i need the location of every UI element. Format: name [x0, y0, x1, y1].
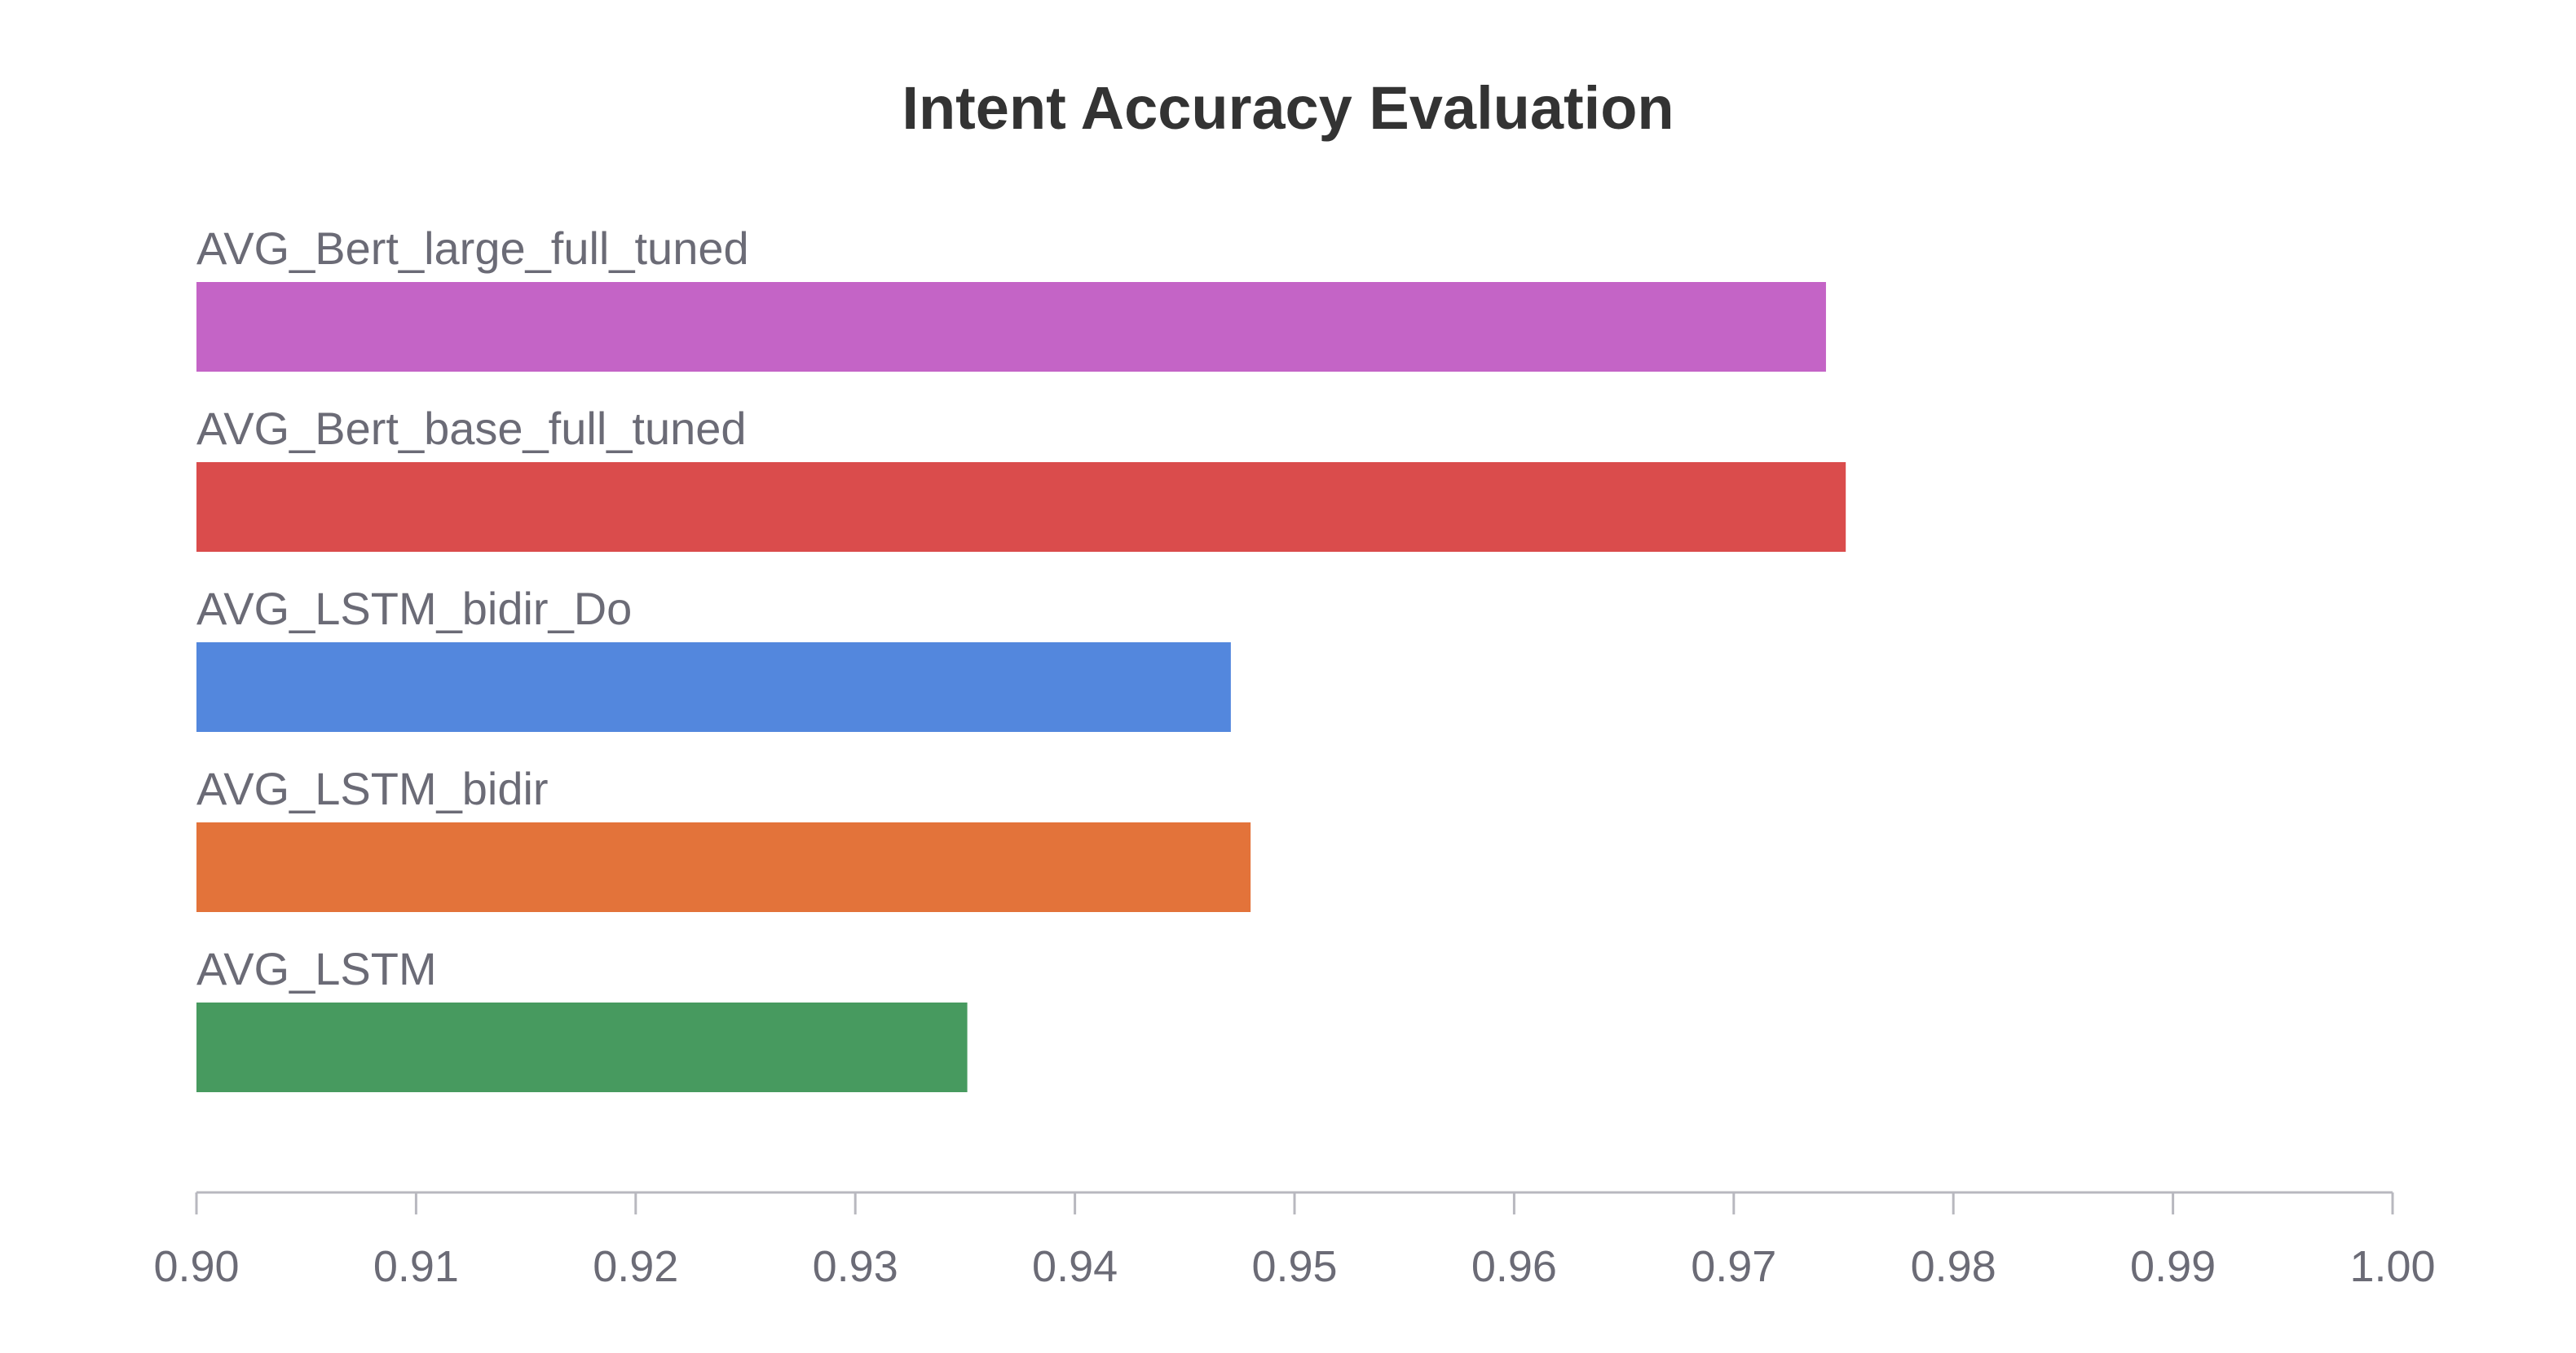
x-tick-label: 0.99	[2130, 1242, 2216, 1291]
bar-avg-bert-base-full-tuned[interactable]	[196, 462, 1846, 552]
x-tick-label: 0.92	[593, 1242, 678, 1291]
chart-title: Intent Accuracy Evaluation	[902, 74, 1674, 142]
x-tick-label: 0.90	[153, 1242, 239, 1291]
x-tick-label: 0.93	[813, 1242, 898, 1291]
bar-label-avg-lstm-bidir-do: AVG_LSTM_bidir_Do	[196, 583, 632, 634]
x-tick-label: 0.97	[1691, 1242, 1776, 1291]
bar-avg-lstm[interactable]	[196, 1003, 968, 1092]
bar-label-avg-bert-large-full-tuned: AVG_Bert_large_full_tuned	[196, 223, 749, 274]
x-tick-label: 0.94	[1032, 1242, 1118, 1291]
bar-label-avg-lstm: AVG_LSTM	[196, 943, 437, 994]
x-tick-label: 1.00	[2349, 1242, 2435, 1291]
x-axis: 0.90 0.91 0.92 0.93 0.94 0.95 0.96 0.97 0.98 0.99…	[153, 1191, 2436, 1291]
bar-avg-lstm-bidir[interactable]	[196, 822, 1251, 912]
x-tick-label: 0.98	[1911, 1242, 1996, 1291]
x-tick-label: 0.91	[373, 1242, 459, 1291]
x-tick-label: 0.95	[1251, 1242, 1337, 1291]
bar-avg-lstm-bidir-do[interactable]	[196, 642, 1231, 732]
bars-group: AVG_Bert_large_full_tuned AVG_Bert_base_f…	[196, 223, 1846, 1092]
bar-avg-bert-large-full-tuned[interactable]	[196, 282, 1826, 372]
x-tick-label: 0.96	[1471, 1242, 1557, 1291]
bar-label-avg-bert-base-full-tuned: AVG_Bert_base_full_tuned	[196, 403, 747, 454]
bar-label-avg-lstm-bidir: AVG_LSTM_bidir	[196, 763, 549, 814]
